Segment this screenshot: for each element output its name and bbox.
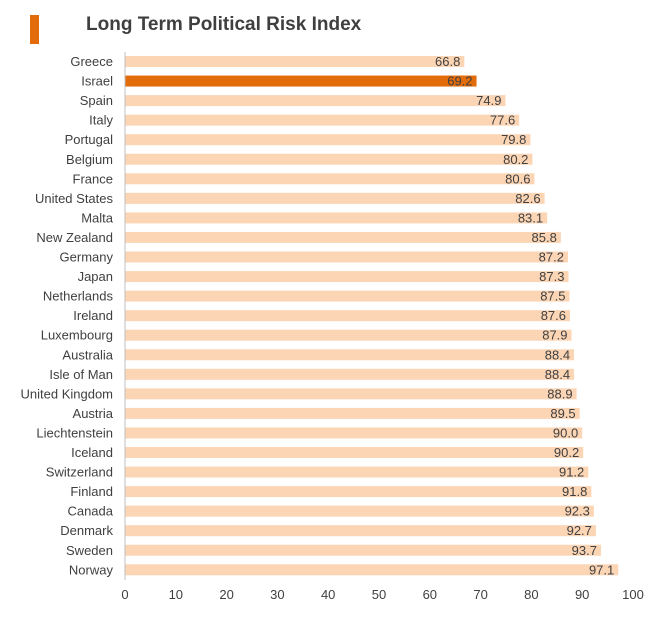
- category-label-netherlands: Netherlands: [43, 289, 114, 304]
- chart-title: Long Term Political Risk Index: [86, 14, 362, 35]
- bar-germany: [125, 251, 568, 263]
- value-labels: 66.8 69.2 74.9 77.6 79.8 80.2 80.6 82.6 83.1 85.8…: [435, 54, 614, 577]
- category-label-luxembourg: Luxembourg: [41, 328, 113, 343]
- x-tick-label-80: 80: [524, 587, 538, 602]
- bar-new-zealand: [125, 231, 561, 243]
- category-labels: Greece Israel Spain Italy Portugal Belgium Fra…: [21, 54, 114, 577]
- bar-belgium: [125, 153, 533, 165]
- category-label-sweden: Sweden: [66, 543, 113, 558]
- value-label-netherlands: 87.5: [540, 289, 565, 304]
- category-label-united-kingdom: United Kingdom: [21, 386, 114, 401]
- category-label-germany: Germany: [60, 250, 114, 265]
- bar-greece: [125, 56, 465, 67]
- bar-italy: [125, 114, 520, 126]
- value-label-new-zealand: 85.8: [532, 230, 557, 245]
- x-tick-label-90: 90: [575, 587, 589, 602]
- category-label-belgium: Belgium: [66, 152, 113, 167]
- bar-australia: [125, 349, 575, 361]
- value-label-iceland: 90.2: [554, 445, 579, 460]
- value-label-norway: 97.1: [589, 562, 614, 577]
- bar-canada: [125, 505, 594, 517]
- x-tick-label-0: 0: [121, 587, 128, 602]
- value-label-australia: 88.4: [545, 347, 570, 362]
- value-label-spain: 74.9: [476, 93, 501, 108]
- bar-spain: [125, 95, 506, 107]
- value-label-denmark: 92.7: [567, 523, 592, 538]
- category-label-austria: Austria: [73, 406, 114, 421]
- bar-austria: [125, 407, 580, 419]
- x-tick-label-10: 10: [169, 587, 183, 602]
- x-tick-label-60: 60: [423, 587, 437, 602]
- value-label-japan: 87.3: [539, 269, 564, 284]
- category-label-norway: Norway: [69, 562, 114, 577]
- value-label-canada: 92.3: [565, 504, 590, 519]
- bar-united-kingdom: [125, 388, 577, 400]
- value-label-finland: 91.8: [562, 484, 587, 499]
- bar-ireland: [125, 310, 571, 322]
- value-label-austria: 89.5: [550, 406, 575, 421]
- bar-finland: [125, 486, 592, 498]
- category-label-denmark: Denmark: [60, 523, 113, 538]
- x-tick-label-100: 100: [622, 587, 644, 602]
- category-label-canada: Canada: [67, 504, 113, 519]
- bar-norway: [125, 564, 619, 576]
- bar-iceland: [125, 447, 584, 458]
- bar-isle-of-man: [125, 368, 575, 380]
- x-tick-label-40: 40: [321, 587, 335, 602]
- category-label-switzerland: Switzerland: [46, 465, 113, 480]
- category-label-malta: Malta: [81, 210, 114, 225]
- value-label-luxembourg: 87.9: [542, 328, 567, 343]
- bar-sweden: [125, 544, 601, 556]
- value-label-portugal: 79.8: [501, 132, 526, 147]
- x-tick-label-20: 20: [219, 587, 233, 602]
- category-label-italy: Italy: [89, 113, 113, 128]
- bar-portugal: [125, 134, 531, 146]
- bar-switzerland: [125, 466, 589, 478]
- category-label-greece: Greece: [70, 54, 113, 69]
- bar-israel: [125, 75, 477, 87]
- value-label-switzerland: 91.2: [559, 465, 584, 480]
- category-label-japan: Japan: [78, 269, 113, 284]
- value-label-united-kingdom: 88.9: [547, 386, 572, 401]
- bar-united-states: [125, 192, 545, 204]
- value-label-isle-of-man: 88.4: [545, 367, 570, 382]
- x-tick-label-70: 70: [473, 587, 487, 602]
- bar-luxembourg: [125, 329, 572, 341]
- value-label-united-states: 82.6: [515, 191, 540, 206]
- x-axis-ticks: 0 10 20 30 40 50 60 70 80 90 100: [121, 587, 643, 602]
- x-tick-label-50: 50: [372, 587, 386, 602]
- category-label-israel: Israel: [81, 74, 113, 89]
- category-label-portugal: Portugal: [65, 132, 114, 147]
- category-label-ireland: Ireland: [73, 308, 113, 323]
- value-label-sweden: 93.7: [572, 543, 597, 558]
- title-accent-bar: [30, 15, 39, 44]
- category-label-liechtenstein: Liechtenstein: [36, 425, 113, 440]
- bar-denmark: [125, 525, 596, 537]
- value-label-greece: 66.8: [435, 54, 460, 69]
- category-label-australia: Australia: [62, 347, 113, 362]
- category-label-france: France: [73, 171, 113, 186]
- x-tick-label-30: 30: [270, 587, 284, 602]
- bar-malta: [125, 212, 548, 224]
- category-label-spain: Spain: [80, 93, 113, 108]
- bar-netherlands: [125, 290, 570, 302]
- bar-japan: [125, 271, 569, 283]
- bars-group: [125, 56, 619, 576]
- category-label-united-states: United States: [35, 191, 114, 206]
- value-label-israel: 69.2: [447, 74, 472, 89]
- value-label-ireland: 87.6: [541, 308, 566, 323]
- value-label-germany: 87.2: [539, 250, 564, 265]
- value-label-malta: 83.1: [518, 210, 543, 225]
- value-label-liechtenstein: 90.0: [553, 425, 578, 440]
- bar-france: [125, 173, 535, 185]
- category-label-finland: Finland: [70, 484, 113, 499]
- value-label-belgium: 80.2: [503, 152, 528, 167]
- category-label-new-zealand: New Zealand: [36, 230, 113, 245]
- value-label-italy: 77.6: [490, 113, 515, 128]
- bar-liechtenstein: [125, 427, 583, 439]
- category-label-iceland: Iceland: [71, 445, 113, 460]
- category-label-isle-of-man: Isle of Man: [49, 367, 113, 382]
- value-label-france: 80.6: [505, 171, 530, 186]
